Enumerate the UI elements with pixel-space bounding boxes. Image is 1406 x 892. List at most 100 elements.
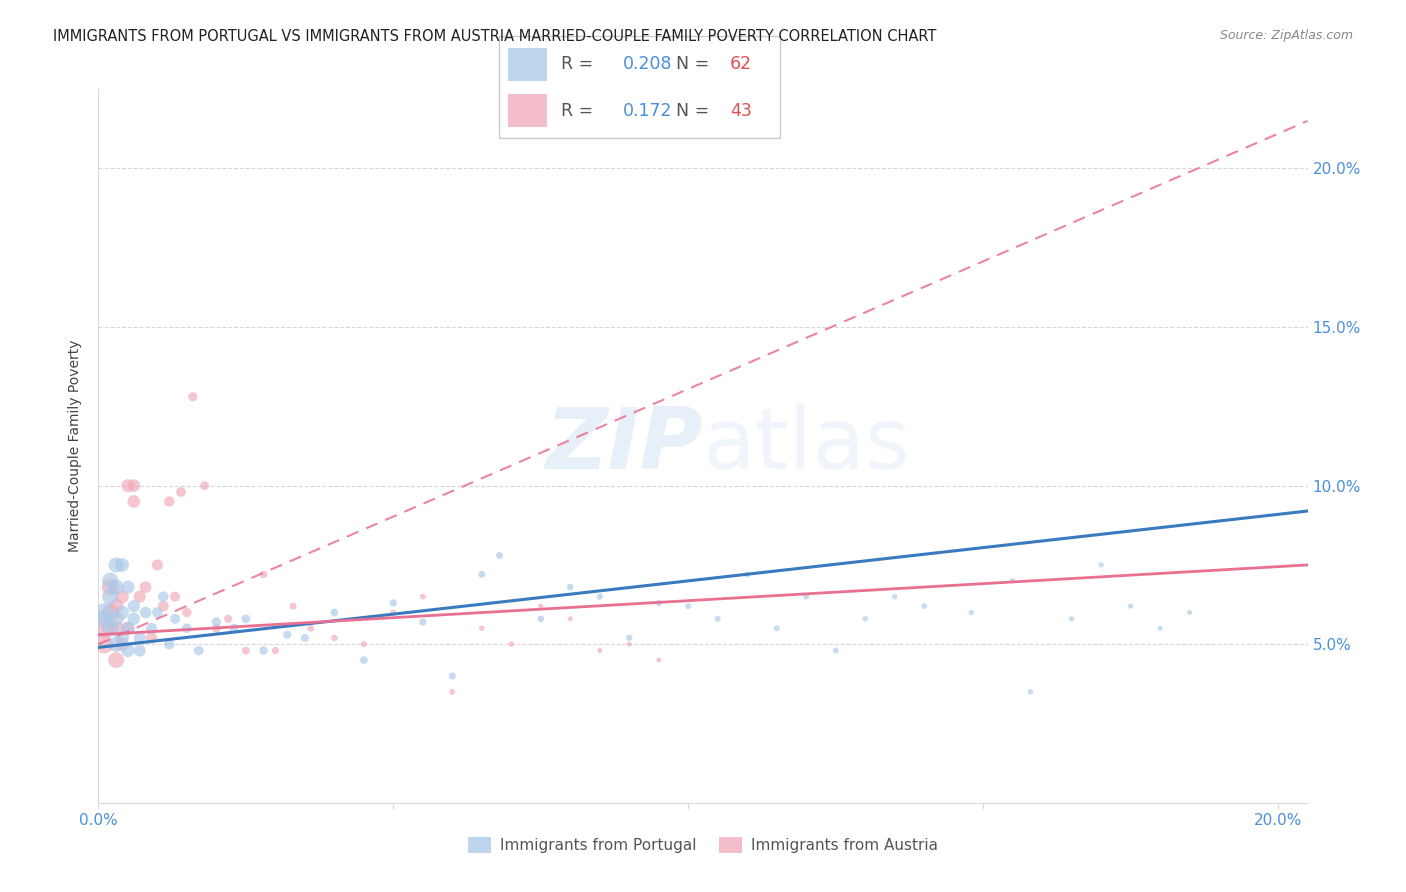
Point bbox=[117, 621, 139, 635]
Point bbox=[105, 653, 128, 667]
Point bbox=[205, 615, 228, 629]
Point bbox=[152, 599, 174, 614]
Point bbox=[122, 494, 145, 508]
Text: IMMIGRANTS FROM PORTUGAL VS IMMIGRANTS FROM AUSTRIA MARRIED-COUPLE FAMILY POVERT: IMMIGRANTS FROM PORTUGAL VS IMMIGRANTS F… bbox=[53, 29, 936, 44]
Point bbox=[98, 606, 121, 620]
Point bbox=[157, 494, 180, 508]
Text: Source: ZipAtlas.com: Source: ZipAtlas.com bbox=[1219, 29, 1353, 42]
Text: N =: N = bbox=[676, 55, 716, 73]
Point bbox=[93, 637, 115, 651]
Point bbox=[735, 567, 758, 582]
Text: atlas: atlas bbox=[703, 404, 911, 488]
Point bbox=[471, 567, 494, 582]
Point bbox=[382, 596, 405, 610]
Point bbox=[235, 643, 257, 657]
Point bbox=[678, 599, 700, 614]
Text: 43: 43 bbox=[730, 102, 752, 120]
Point bbox=[181, 390, 204, 404]
Point bbox=[128, 631, 150, 645]
Text: 0.172: 0.172 bbox=[623, 102, 672, 120]
Point bbox=[122, 599, 145, 614]
Text: 62: 62 bbox=[730, 55, 752, 73]
Point bbox=[117, 643, 139, 657]
Legend: Immigrants from Portugal, Immigrants from Austria: Immigrants from Portugal, Immigrants fro… bbox=[461, 830, 945, 859]
Point bbox=[648, 596, 671, 610]
Point bbox=[117, 580, 139, 594]
Point bbox=[560, 580, 582, 594]
Point bbox=[141, 631, 163, 645]
Point bbox=[353, 653, 375, 667]
Point bbox=[152, 590, 174, 604]
Point bbox=[619, 631, 641, 645]
Point bbox=[252, 567, 274, 582]
Point bbox=[135, 580, 157, 594]
Point bbox=[412, 615, 434, 629]
Point bbox=[1019, 685, 1042, 699]
Point bbox=[323, 606, 346, 620]
Point bbox=[98, 574, 121, 588]
Point bbox=[93, 606, 115, 620]
FancyBboxPatch shape bbox=[508, 48, 547, 81]
Point bbox=[170, 485, 193, 500]
Point bbox=[111, 558, 134, 572]
Point bbox=[98, 580, 121, 594]
Point bbox=[412, 590, 434, 604]
Point bbox=[122, 612, 145, 626]
Point bbox=[501, 637, 523, 651]
Point bbox=[128, 643, 150, 657]
Point bbox=[1060, 612, 1083, 626]
Point bbox=[128, 590, 150, 604]
Point bbox=[281, 599, 304, 614]
Point bbox=[135, 606, 157, 620]
Point bbox=[853, 612, 876, 626]
Point bbox=[165, 612, 187, 626]
Point bbox=[122, 478, 145, 492]
Point bbox=[111, 637, 134, 651]
Point bbox=[530, 612, 553, 626]
Point bbox=[912, 599, 935, 614]
Point bbox=[299, 621, 322, 635]
Point bbox=[157, 637, 180, 651]
Point bbox=[235, 612, 257, 626]
Point bbox=[117, 621, 139, 635]
Point bbox=[217, 612, 239, 626]
Point bbox=[222, 621, 245, 635]
Point bbox=[648, 653, 671, 667]
Point bbox=[105, 621, 128, 635]
Point bbox=[619, 637, 641, 651]
Point bbox=[165, 590, 187, 604]
Point bbox=[111, 631, 134, 645]
Point bbox=[205, 621, 228, 635]
Point bbox=[960, 606, 983, 620]
Point bbox=[1001, 574, 1024, 588]
Point bbox=[105, 599, 128, 614]
Y-axis label: Married-Couple Family Poverty: Married-Couple Family Poverty bbox=[69, 340, 83, 552]
Point bbox=[441, 669, 464, 683]
Point bbox=[98, 621, 121, 635]
Point bbox=[794, 590, 817, 604]
Point bbox=[176, 606, 198, 620]
Point bbox=[441, 685, 464, 699]
Point bbox=[93, 612, 115, 626]
Point bbox=[1090, 558, 1112, 572]
Point bbox=[824, 643, 846, 657]
Point bbox=[488, 549, 510, 563]
Point bbox=[264, 643, 287, 657]
Point bbox=[105, 637, 128, 651]
Point bbox=[146, 558, 169, 572]
Point bbox=[1178, 606, 1201, 620]
Point bbox=[105, 580, 128, 594]
Text: ZIP: ZIP bbox=[546, 404, 703, 488]
Point bbox=[252, 643, 274, 657]
Point bbox=[111, 606, 134, 620]
Point bbox=[382, 606, 405, 620]
FancyBboxPatch shape bbox=[508, 95, 547, 127]
Point bbox=[353, 637, 375, 651]
Point bbox=[187, 643, 209, 657]
Point bbox=[530, 599, 553, 614]
Text: N =: N = bbox=[676, 102, 716, 120]
Point bbox=[111, 590, 134, 604]
Point bbox=[117, 478, 139, 492]
Point bbox=[1119, 599, 1142, 614]
Point bbox=[194, 478, 217, 492]
